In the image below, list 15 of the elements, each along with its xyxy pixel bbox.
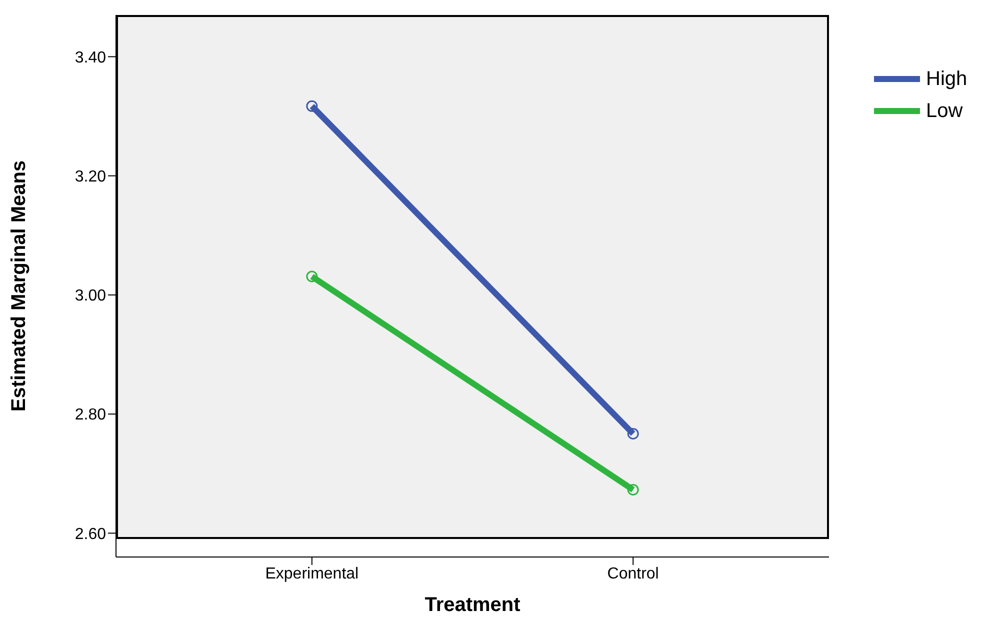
x-tick-label: Experimental — [265, 565, 359, 582]
x-axis-title: Treatment — [424, 594, 521, 616]
legend-label: Low — [926, 100, 963, 122]
y-tick-label: 3.20 — [74, 168, 106, 186]
y-tick-label: 3.40 — [74, 49, 106, 66]
legend-label: High — [926, 68, 968, 90]
point — [627, 428, 639, 440]
point — [627, 484, 639, 496]
x-tick-label: Control — [607, 565, 659, 582]
point — [306, 100, 318, 112]
y-tick-label: 2.80 — [74, 406, 106, 424]
point — [306, 270, 318, 282]
y-tick-label: 2.60 — [74, 526, 106, 543]
y-tick-label: 3.00 — [74, 288, 106, 305]
y-axis-title: Estimated Marginal Means — [8, 160, 30, 412]
